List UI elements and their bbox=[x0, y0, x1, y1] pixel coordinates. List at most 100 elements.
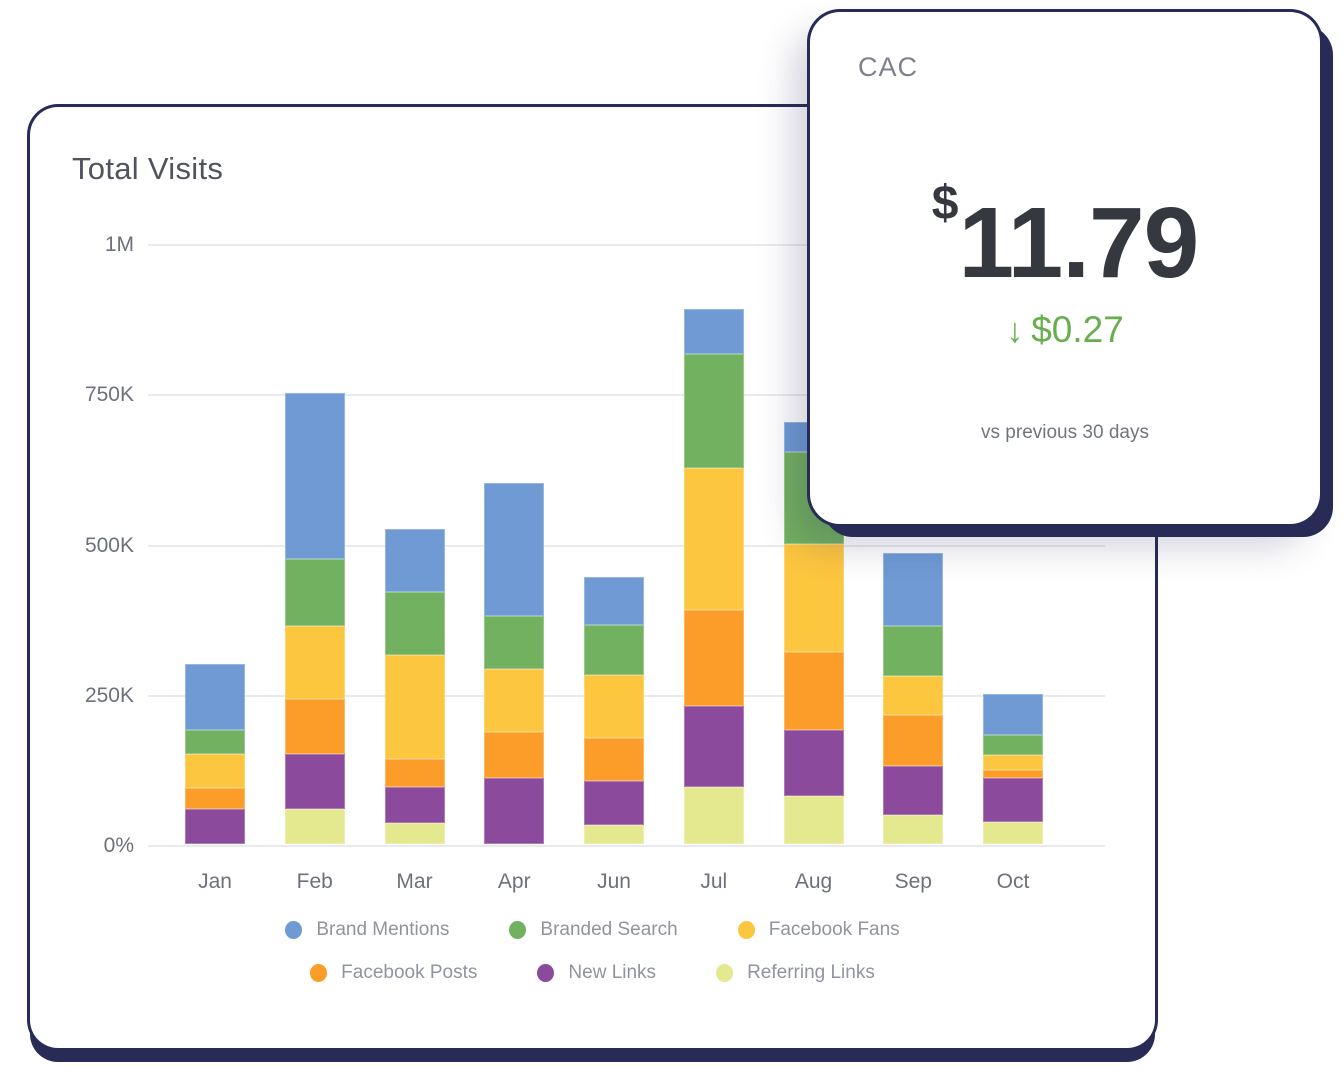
bar-jan[interactable] bbox=[185, 664, 245, 844]
x-tick-label: Sep bbox=[894, 870, 932, 893]
bar-segment-facebook-fans[interactable] bbox=[484, 668, 545, 733]
bar-oct[interactable] bbox=[983, 693, 1043, 844]
legend-dot-icon bbox=[716, 964, 734, 982]
gridline bbox=[148, 244, 1105, 246]
bar-segment-facebook-posts[interactable] bbox=[983, 770, 1043, 778]
cac-value: 11.79 bbox=[958, 187, 1199, 299]
bar-segment-new-links[interactable] bbox=[683, 705, 744, 787]
bar-segment-referring-links[interactable] bbox=[983, 822, 1043, 844]
bar-segment-brand-mentions[interactable] bbox=[484, 483, 545, 616]
y-tick-label: 750K bbox=[84, 383, 134, 407]
bar-segment-facebook-fans[interactable] bbox=[584, 675, 644, 739]
x-tick-label: Mar bbox=[396, 870, 433, 893]
legend-label: Branded Search bbox=[540, 919, 678, 940]
legend-row: Facebook Posts New Links Referring Links bbox=[310, 962, 875, 984]
bar-sep[interactable] bbox=[883, 552, 944, 844]
cac-card: CAC $11.79 ↓ $0.27 vs previous 30 days bbox=[810, 12, 1320, 524]
legend-item-facebook-fans[interactable]: Facebook Fans bbox=[737, 919, 900, 941]
bar-segment-branded-search[interactable] bbox=[584, 625, 644, 676]
bar-segment-new-links[interactable] bbox=[983, 777, 1043, 823]
bar-segment-facebook-fans[interactable] bbox=[185, 753, 245, 788]
bar-segment-facebook-posts[interactable] bbox=[185, 787, 245, 810]
legend-item-referring-links[interactable]: Referring Links bbox=[716, 962, 875, 984]
x-tick-label: Feb bbox=[296, 870, 333, 893]
bar-segment-branded-search[interactable] bbox=[284, 559, 345, 627]
bar-segment-branded-search[interactable] bbox=[185, 730, 245, 754]
bar-feb[interactable] bbox=[284, 393, 345, 844]
x-tick-label: Jan bbox=[198, 870, 232, 893]
bar-segment-brand-mentions[interactable] bbox=[284, 393, 345, 560]
bar-segment-new-links[interactable] bbox=[883, 765, 944, 815]
cac-title: CAC bbox=[858, 52, 919, 82]
y-tick-label: 0% bbox=[103, 834, 134, 857]
bar-segment-new-links[interactable] bbox=[584, 780, 644, 826]
bar-segment-referring-links[interactable] bbox=[783, 795, 844, 844]
legend-item-facebook-posts[interactable]: Facebook Posts bbox=[310, 962, 477, 984]
bar-segment-facebook-fans[interactable] bbox=[284, 626, 345, 699]
bar-segment-brand-mentions[interactable] bbox=[384, 528, 445, 592]
bar-segment-brand-mentions[interactable] bbox=[983, 693, 1043, 735]
bar-segment-facebook-fans[interactable] bbox=[983, 755, 1043, 771]
gridline bbox=[148, 544, 1105, 547]
bar-segment-brand-mentions[interactable] bbox=[883, 552, 944, 626]
bar-aug[interactable] bbox=[783, 422, 844, 844]
legend-dot-icon bbox=[509, 921, 527, 939]
cac-currency-symbol: $ bbox=[931, 177, 959, 230]
legend-item-branded-search[interactable]: Branded Search bbox=[509, 919, 678, 941]
bar-jul[interactable] bbox=[683, 309, 744, 844]
arrow-down-icon: ↓ bbox=[1006, 312, 1024, 350]
bar-segment-facebook-fans[interactable] bbox=[384, 654, 445, 759]
plot-area: 1M 750K 500K 250K 0% Jan Feb Mar Apr Jun Jul Aug Sep… bbox=[85, 233, 1105, 893]
x-tick-label: Jul bbox=[700, 870, 728, 893]
bar-segment-branded-search[interactable] bbox=[384, 591, 445, 655]
bar-segment-facebook-posts[interactable] bbox=[484, 732, 545, 778]
cac-value-row: $11.79 bbox=[810, 176, 1320, 301]
bar-segment-new-links[interactable] bbox=[484, 777, 545, 844]
x-tick-label: Apr bbox=[497, 870, 531, 893]
bar-segment-new-links[interactable] bbox=[384, 786, 445, 823]
cac-delta: ↓ $0.27 bbox=[810, 309, 1320, 351]
bar-segment-referring-links[interactable] bbox=[384, 822, 445, 844]
legend-label: New Links bbox=[568, 962, 657, 983]
bar-segment-referring-links[interactable] bbox=[584, 825, 644, 844]
legend-dot-icon bbox=[310, 964, 328, 982]
bar-segment-new-links[interactable] bbox=[783, 729, 844, 796]
bar-segment-facebook-posts[interactable] bbox=[883, 714, 944, 766]
bar-segment-facebook-posts[interactable] bbox=[783, 651, 844, 730]
bar-jun[interactable] bbox=[584, 576, 644, 844]
bar-segment-referring-links[interactable] bbox=[883, 814, 944, 844]
bar-segment-facebook-posts[interactable] bbox=[683, 609, 744, 706]
bar-segment-branded-search[interactable] bbox=[983, 734, 1043, 756]
y-tick-label: 1M bbox=[104, 233, 134, 256]
bar-mar[interactable] bbox=[384, 528, 445, 844]
gridline bbox=[148, 394, 1105, 397]
bar-segment-new-links[interactable] bbox=[185, 809, 245, 844]
legend-dot-icon bbox=[737, 921, 755, 939]
cac-delta-value: $0.27 bbox=[1031, 309, 1124, 350]
bar-segment-branded-search[interactable] bbox=[683, 354, 744, 469]
bar-segment-facebook-posts[interactable] bbox=[584, 738, 644, 781]
bar-segment-brand-mentions[interactable] bbox=[584, 576, 644, 626]
bar-segment-brand-mentions[interactable] bbox=[185, 664, 245, 731]
legend-item-new-links[interactable]: New Links bbox=[537, 962, 656, 984]
bar-segment-referring-links[interactable] bbox=[284, 809, 345, 844]
cac-comparison-label: vs previous 30 days bbox=[981, 422, 1149, 443]
bar-segment-branded-search[interactable] bbox=[883, 625, 944, 676]
bar-segment-brand-mentions[interactable] bbox=[683, 309, 744, 355]
legend-row: Brand Mentions Branded Search Facebook Fan… bbox=[285, 919, 900, 941]
bar-segment-facebook-posts[interactable] bbox=[284, 698, 345, 755]
bar-apr[interactable] bbox=[484, 483, 545, 844]
x-tick-label: Oct bbox=[996, 870, 1030, 893]
legend-label: Referring Links bbox=[747, 962, 875, 983]
bar-segment-facebook-fans[interactable] bbox=[783, 543, 844, 652]
y-tick-label: 500K bbox=[84, 533, 134, 557]
bar-segment-facebook-posts[interactable] bbox=[384, 758, 445, 787]
bar-segment-facebook-fans[interactable] bbox=[683, 468, 744, 610]
bar-segment-new-links[interactable] bbox=[284, 754, 345, 810]
bar-segment-facebook-fans[interactable] bbox=[883, 675, 944, 715]
legend-item-brand-mentions[interactable]: Brand Mentions bbox=[285, 919, 449, 941]
bar-segment-branded-search[interactable] bbox=[484, 615, 545, 669]
chart-title: Total Visits bbox=[72, 151, 224, 186]
bar-segment-referring-links[interactable] bbox=[683, 786, 744, 844]
legend-label: Facebook Fans bbox=[768, 919, 900, 940]
